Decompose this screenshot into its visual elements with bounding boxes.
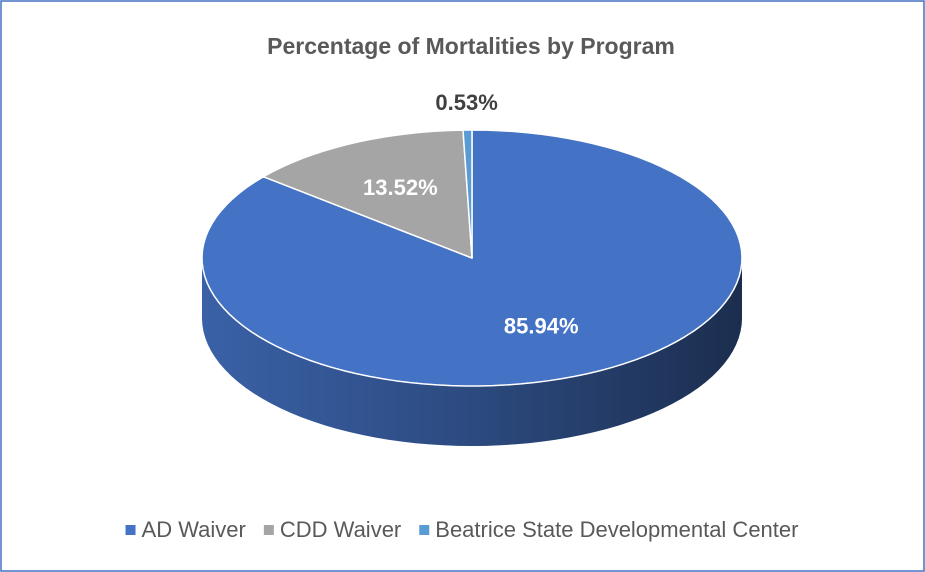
pie-top	[201, 129, 743, 387]
data-label: 0.53%	[435, 90, 497, 115]
legend-label: Beatrice State Developmental Center	[435, 517, 798, 542]
legend-label: AD Waiver	[142, 517, 246, 542]
pie-slice	[262, 129, 473, 259]
pie-slice	[462, 129, 473, 259]
legend-item: CDD Waiver	[263, 517, 401, 542]
chart-title: Percentage of Mortalities by Program	[267, 33, 675, 59]
legend-item: AD Waiver	[125, 517, 246, 542]
data-label: 13.52%	[363, 175, 438, 200]
legend-label: CDD Waiver	[280, 517, 401, 542]
data-label: 85.94%	[504, 313, 579, 338]
data-labels: 85.94% 13.52% 0.53%	[363, 90, 578, 338]
legend-swatch	[125, 525, 136, 535]
legend-swatch	[419, 525, 430, 535]
pie-sides	[202, 258, 742, 446]
legend: AD Waiver CDD Waiver Beatrice State Develo…	[125, 517, 798, 542]
legend-item: Beatrice State Developmental Center	[419, 517, 798, 542]
legend-swatch	[263, 525, 274, 535]
pie-side-shade	[202, 258, 742, 446]
